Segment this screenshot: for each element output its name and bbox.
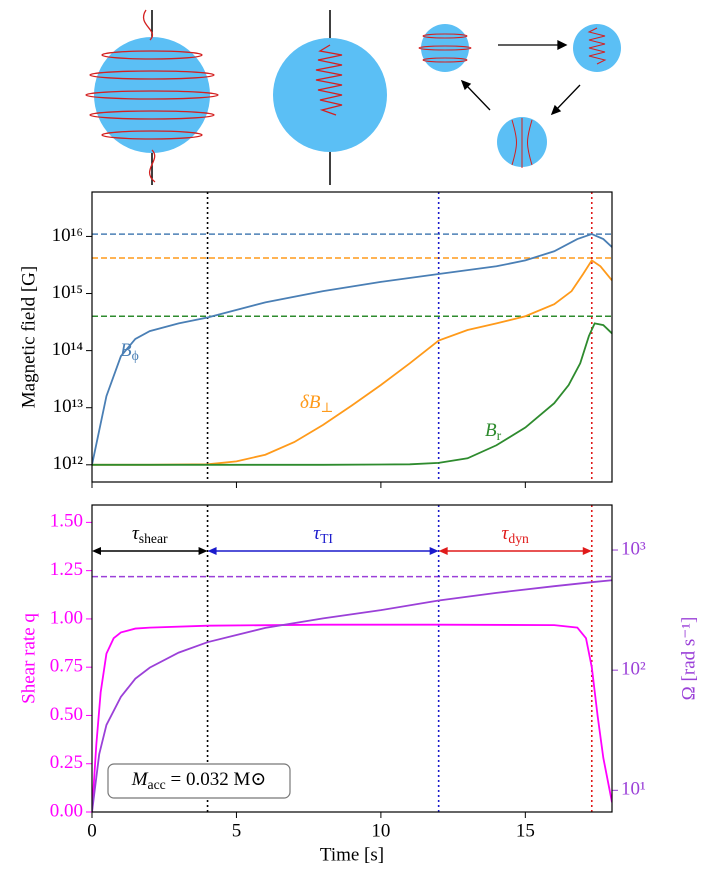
y-axis-label: Shear rate q (18, 613, 39, 704)
y2-tick-label: 10¹ (621, 779, 646, 800)
series-label: δB⊥ (300, 392, 333, 415)
series-line (92, 579, 612, 812)
note-sub: acc (148, 777, 166, 792)
span-label-main: τ (132, 523, 140, 544)
y-tick-label: 10¹³ (53, 396, 84, 417)
x-tick-label: 15 (516, 820, 535, 841)
note-rest: = 0.032 M⊙ (166, 769, 267, 790)
note: Macc = 0.032 M⊙ (131, 769, 267, 792)
star-sphere (94, 37, 210, 153)
axes-frame (91, 191, 613, 483)
series-line (92, 322, 612, 466)
y2-tick-label: 10² (621, 659, 646, 680)
plot-area (92, 505, 612, 812)
y-tick-label: 1.25 (50, 559, 83, 580)
star-sphere (421, 24, 469, 72)
series-label-sub: r (497, 428, 502, 443)
x-tick-label: 5 (232, 820, 242, 841)
series-label-main: B (485, 420, 497, 441)
arrow-head (207, 547, 217, 555)
x-tick-label: 10 (371, 820, 390, 841)
note-main: M (131, 769, 149, 790)
series-line (92, 259, 612, 466)
series-label-main: B (120, 340, 132, 361)
span-label-sub: TI (320, 531, 333, 546)
y-tick-label: 1.50 (50, 511, 83, 532)
y-tick-label: 0.75 (50, 656, 83, 677)
span-label-sub: dyn (508, 531, 529, 546)
y-tick-label: 0.50 (50, 704, 83, 725)
y-tick-label: 10¹⁴ (52, 339, 84, 360)
y-tick-label: 1.00 (50, 607, 83, 628)
star-sphere (273, 38, 387, 152)
kinked-field (315, 44, 343, 116)
note-box (107, 763, 291, 799)
plot-area (92, 192, 612, 482)
series-label-sub: ϕ (132, 348, 139, 363)
arrow-head (92, 547, 101, 555)
x-tick-label: 0 (87, 820, 97, 841)
series-label-sub: ⊥ (320, 400, 333, 415)
x-axis-label: Time [s] (320, 844, 384, 865)
y-axis-label: Magnetic field [G] (18, 266, 39, 408)
arrow-head (198, 547, 208, 555)
y-tick-label: 0.25 (50, 752, 83, 773)
field-lines (418, 27, 607, 168)
y2-tick-label: 10³ (621, 538, 646, 559)
span-label-main: τ (502, 523, 510, 544)
cycle-arrows (460, 39, 581, 116)
star-sphere (573, 24, 621, 72)
y-tick-label: 10¹² (53, 453, 84, 474)
span-label: τTI (313, 523, 333, 546)
span-label-main: τ (313, 523, 321, 544)
toroidal-field (85, 9, 219, 183)
y-tick-label: 0.00 (50, 800, 83, 821)
series-label: Br (485, 420, 502, 443)
series-line (92, 623, 612, 812)
arrow-head (429, 547, 439, 555)
span-label-sub: shear (139, 531, 168, 546)
series-label: Bϕ (120, 340, 139, 363)
arrow-head (438, 547, 448, 555)
series-label-main: δB (300, 392, 321, 413)
illustrations (85, 9, 621, 185)
span-label: τshear (132, 523, 168, 546)
y-tick-label: 10¹⁵ (52, 282, 83, 303)
y-tick-label: 10¹⁶ (52, 225, 83, 246)
y2-axis-label: Ω [rad s⁻¹] (678, 617, 699, 701)
span-label: τdyn (502, 523, 529, 546)
arrow-head (582, 547, 592, 555)
series-line (92, 233, 612, 465)
axes-frame (91, 504, 613, 813)
